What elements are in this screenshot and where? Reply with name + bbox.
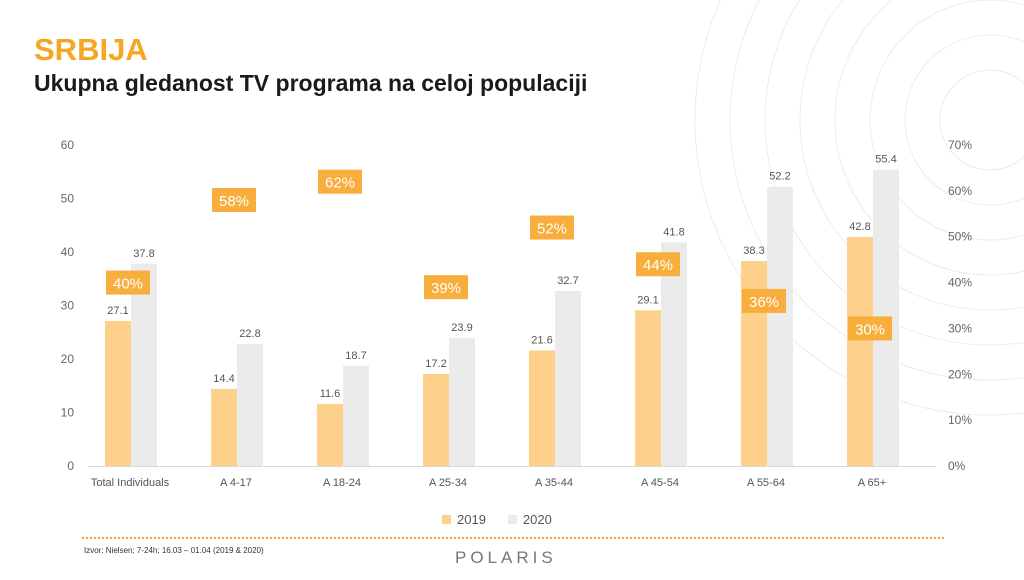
bar-2020: [449, 338, 475, 466]
y2-tick-label: 70%: [948, 138, 972, 152]
x-tick-label: A 25-34: [429, 477, 467, 489]
x-tick-label: A 45-54: [641, 477, 679, 489]
growth-badge-label: 40%: [113, 276, 143, 293]
bar-2020: [767, 186, 793, 467]
legend-item-2019: 2019: [442, 512, 486, 527]
bar-2019: [635, 310, 661, 466]
y2-tick-label: 30%: [948, 321, 972, 335]
data-label-2020: 52.2: [769, 171, 790, 183]
y-tick-label: 0: [67, 459, 74, 473]
polaris-logo: POLARIS: [455, 548, 557, 567]
legend-label-2019: 2019: [457, 512, 486, 527]
growth-badge: [106, 270, 150, 295]
growth-badge: [530, 215, 574, 240]
growth-badge: [212, 188, 256, 213]
x-tick-label: A 18-24: [323, 477, 361, 489]
legend-label-2020: 2020: [522, 512, 552, 527]
y2-tick-label: 60%: [948, 184, 972, 198]
chart-legend: 2019 2020: [442, 512, 552, 527]
page-title: SRBIJA: [34, 32, 148, 67]
bar-2020: [131, 263, 157, 466]
data-label-2020: 22.8: [239, 328, 260, 340]
x-tick-label: A 35-44: [535, 477, 573, 489]
y-tick-label: 50: [61, 192, 75, 206]
data-label-2020: 23.9: [451, 322, 472, 334]
growth-badge-label: 52%: [537, 221, 567, 238]
growth-badge: [848, 316, 892, 341]
data-label-2019: 42.8: [849, 221, 870, 233]
growth-badge-label: 62%: [325, 175, 355, 192]
data-label-2020: 55.4: [875, 154, 896, 166]
data-label-2019: 21.6: [531, 334, 552, 346]
growth-badge-label: 58%: [219, 193, 249, 210]
bar-2019: [317, 403, 343, 466]
data-label-2019: 14.4: [213, 373, 234, 385]
data-label-2020: 18.7: [345, 350, 366, 362]
data-label-2020: 32.7: [557, 275, 578, 287]
bar-2019: [847, 237, 873, 466]
legend-swatch-2019: [442, 515, 451, 524]
data-label-2019: 38.3: [743, 245, 764, 257]
data-label-2020: 37.8: [133, 248, 154, 260]
growth-badge-label: 36%: [749, 294, 779, 311]
page-subtitle: Ukupna gledanost TV programa na celoj po…: [34, 70, 588, 96]
y-tick-label: 10: [61, 406, 75, 420]
growth-badge-label: 30%: [855, 321, 885, 338]
y2-tick-label: 0%: [948, 459, 966, 473]
bar-2019: [423, 373, 449, 466]
bar-2019: [105, 321, 131, 466]
growth-badge: [742, 288, 786, 313]
growth-badge-label: 44%: [643, 257, 673, 274]
data-label-2019: 27.1: [107, 305, 128, 317]
growth-badge: [318, 169, 362, 194]
y2-tick-label: 40%: [948, 276, 972, 290]
x-tick-label: A 55-64: [747, 477, 785, 489]
bar-2020: [237, 344, 263, 466]
y-tick-label: 30: [61, 299, 75, 313]
y2-tick-label: 20%: [948, 367, 972, 381]
growth-badge: [424, 275, 468, 300]
bar-2019: [211, 388, 237, 466]
data-label-2019: 11.6: [320, 388, 341, 400]
legend-item-2020: 2020: [507, 512, 552, 527]
bar-2019: [529, 350, 555, 466]
bar-2020: [343, 365, 369, 466]
x-tick-label: A 65+: [858, 477, 886, 489]
bar-2020: [555, 291, 581, 466]
y2-tick-label: 50%: [948, 230, 972, 244]
data-label-2020: 41.8: [663, 226, 684, 238]
y-tick-label: 20: [61, 352, 75, 366]
x-tick-label: A 4-17: [220, 477, 252, 489]
x-tick-label: Total Individuals: [91, 477, 170, 489]
y2-tick-label: 10%: [948, 413, 972, 427]
source-note: Izvor: Nielsen; 7-24h; 16.03 – 01.04 (20…: [84, 546, 264, 555]
footer-divider: [82, 537, 944, 539]
legend-swatch-2020: [507, 515, 517, 524]
growth-badge-label: 39%: [431, 280, 461, 297]
data-label-2019: 17.2: [425, 358, 446, 370]
y-tick-label: 40: [61, 245, 75, 259]
bar-2020: [661, 242, 687, 466]
growth-badge: [636, 252, 680, 277]
y-tick-label: 60: [61, 138, 75, 152]
data-label-2019: 29.1: [637, 294, 658, 306]
